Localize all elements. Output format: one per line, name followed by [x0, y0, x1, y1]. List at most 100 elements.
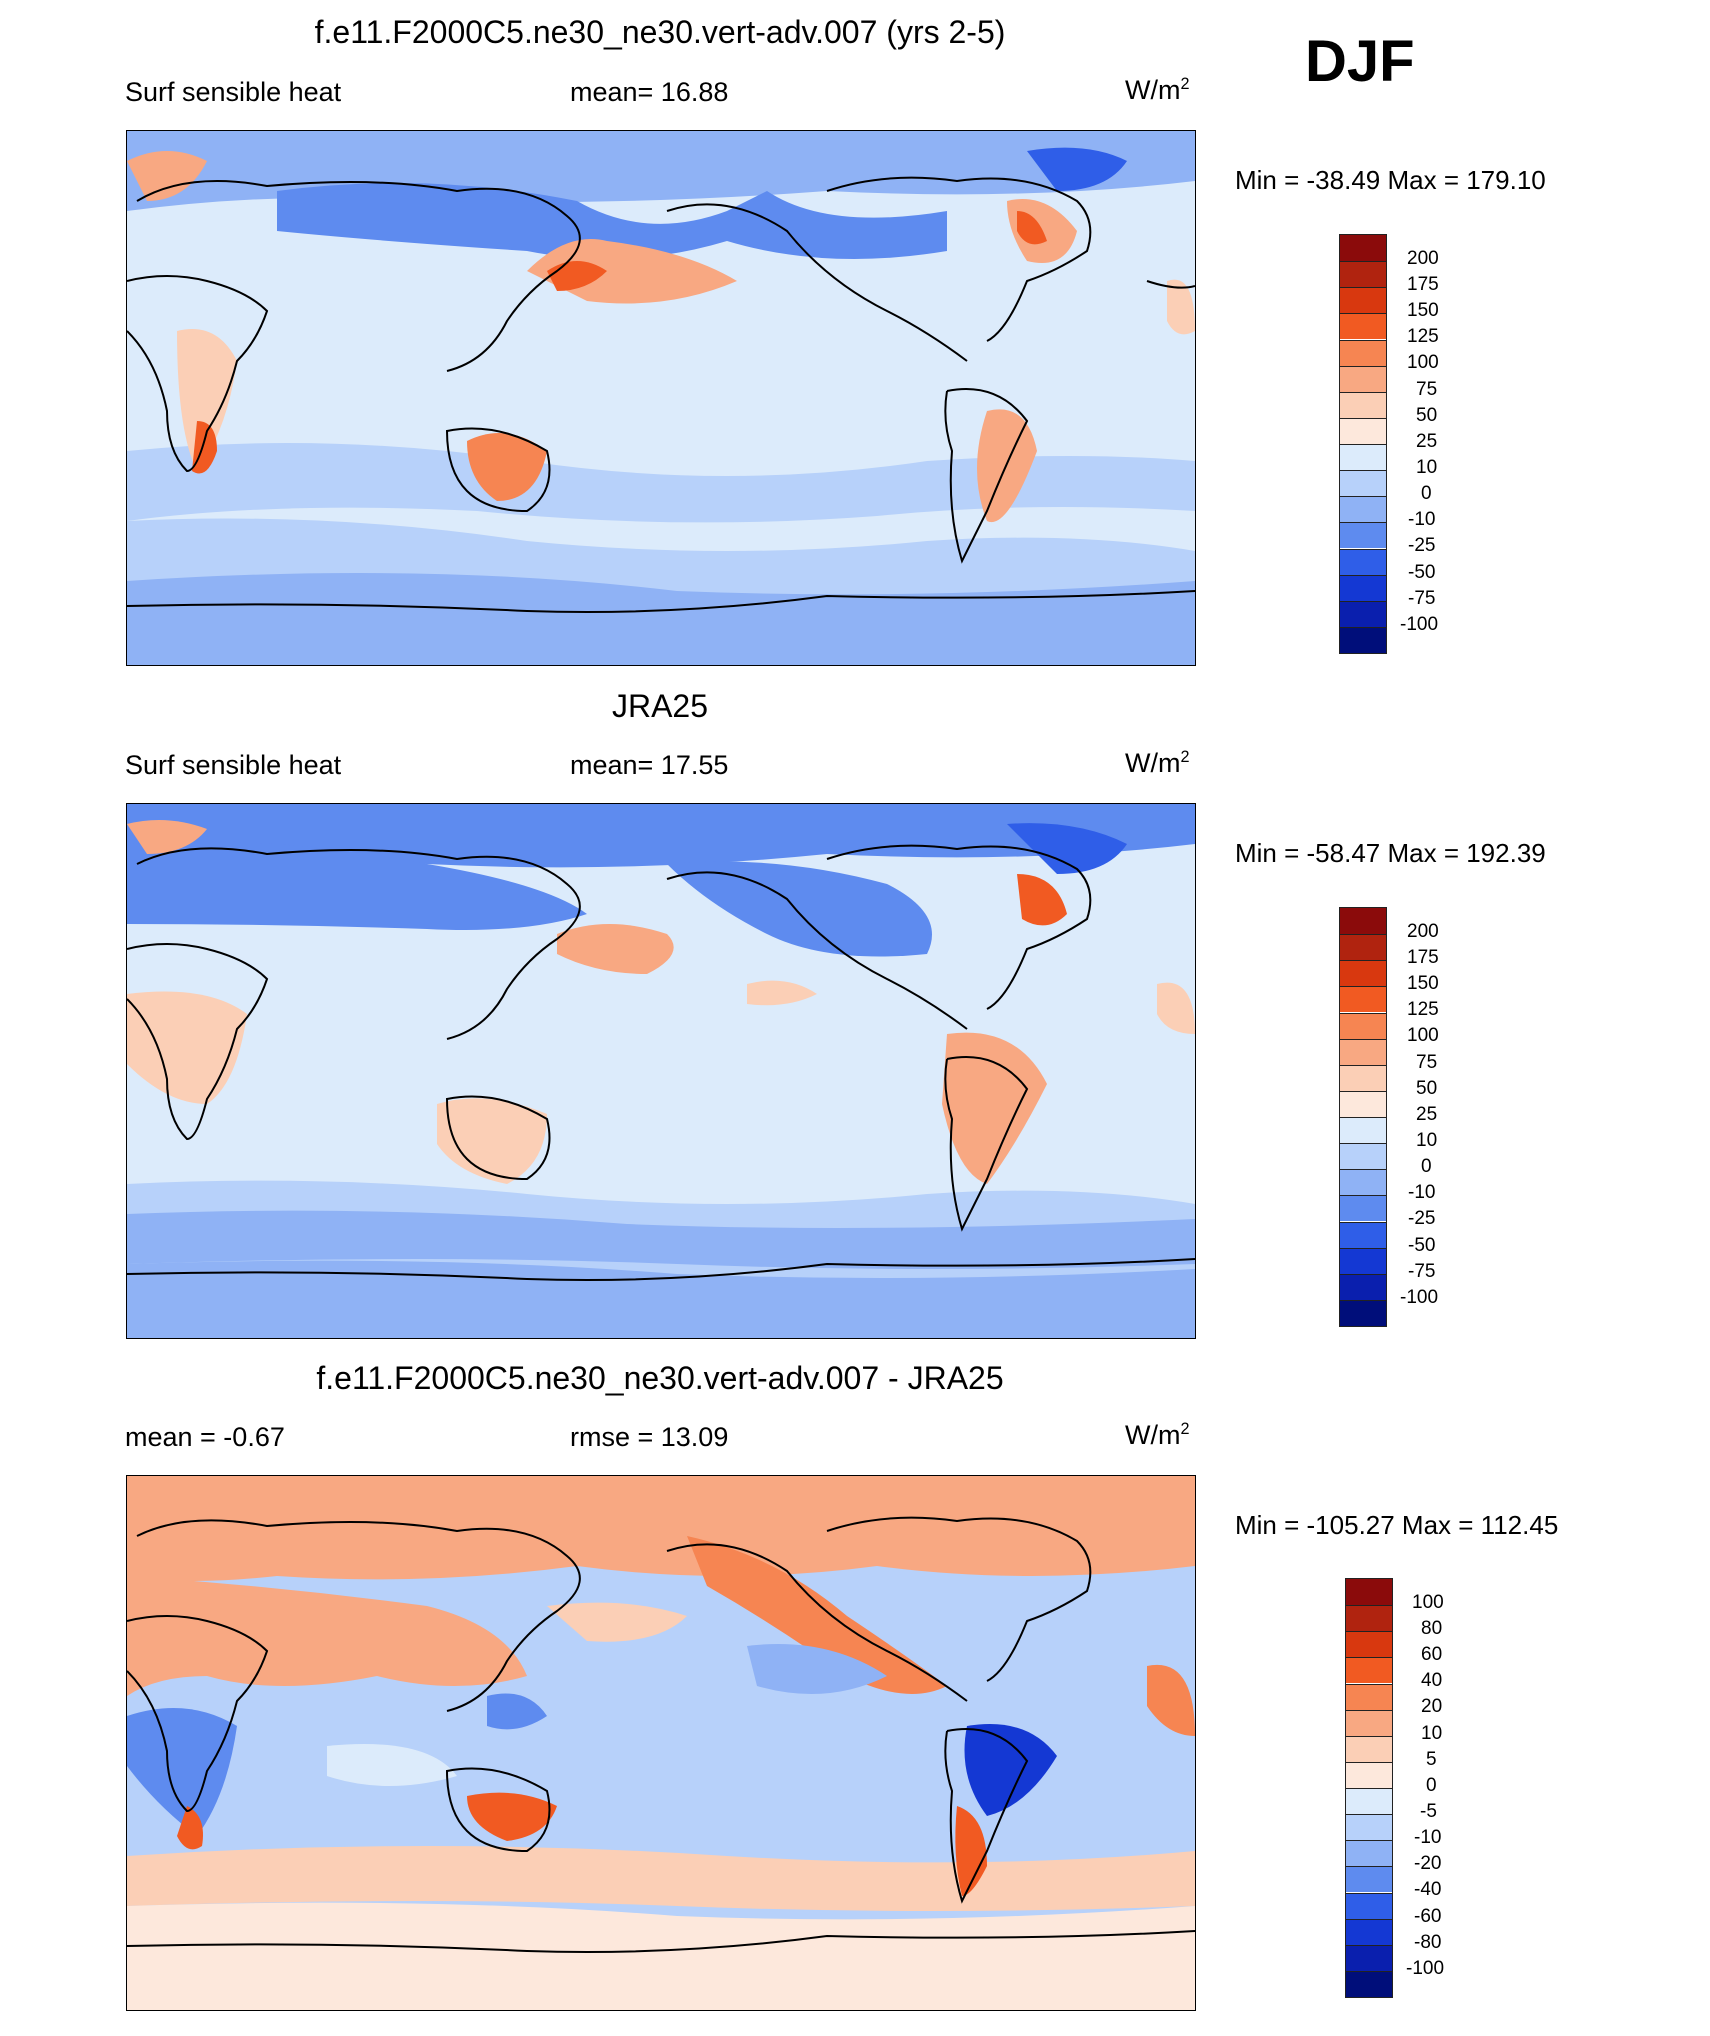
colorbar-label: -50	[1408, 562, 1436, 583]
colorbar-label: 10	[1421, 1723, 1443, 1744]
colorbar-swatch	[1340, 626, 1386, 653]
colorbar-label: -100	[1400, 1287, 1439, 1308]
colorbar-label: -100	[1406, 1958, 1445, 1979]
colorbar-swatch	[1340, 1143, 1386, 1170]
panel-3-title: f.e11.F2000C5.ne30_ne30.vert-adv.007 - J…	[316, 1360, 1004, 1396]
panel-1-mean-label: mean= 16.88	[570, 77, 729, 107]
colorbar-swatch	[1346, 1605, 1392, 1632]
colorbar-swatch	[1340, 548, 1386, 575]
season-label: DJF	[1305, 29, 1415, 94]
colorbar-label: -25	[1408, 1208, 1436, 1229]
colorbar-swatch	[1340, 986, 1386, 1013]
colorbar-label: 25	[1416, 431, 1438, 452]
panel-2-minmax: Min = -58.47 Max = 192.39	[1235, 838, 1546, 868]
colorbar-swatch	[1346, 1735, 1392, 1762]
panel-2-colorbar	[1339, 907, 1387, 1327]
colorbar-swatch	[1340, 1012, 1386, 1039]
colorbar-swatch	[1340, 1090, 1386, 1117]
colorbar-label: -40	[1414, 1879, 1442, 1900]
colorbar-label: 80	[1421, 1618, 1443, 1639]
colorbar-swatch	[1340, 417, 1386, 444]
colorbar-swatch	[1340, 908, 1386, 935]
colorbar-label: 175	[1407, 274, 1439, 295]
panel-3-rmse-label: rmse = 13.09	[570, 1422, 729, 1452]
colorbar-label: 100	[1407, 352, 1439, 373]
colorbar-swatch	[1346, 1709, 1392, 1736]
colorbar-swatch	[1340, 391, 1386, 418]
colorbar-swatch	[1346, 1761, 1392, 1788]
colorbar-swatch	[1346, 1866, 1392, 1893]
colorbar-label: 200	[1407, 921, 1439, 942]
colorbar-swatch	[1340, 1117, 1386, 1144]
colorbar-label: 125	[1407, 326, 1439, 347]
colorbar-swatch	[1340, 287, 1386, 314]
colorbar-swatch	[1340, 339, 1386, 366]
panel-1-colorbar	[1339, 234, 1387, 654]
colorbar-label: 20	[1421, 1696, 1443, 1717]
colorbar-swatch	[1346, 1840, 1392, 1867]
colorbar-swatch	[1346, 1970, 1392, 1997]
panel-3-mean-label: mean = -0.67	[125, 1422, 285, 1452]
panel-1-title: f.e11.F2000C5.ne30_ne30.vert-adv.007 (yr…	[314, 14, 1006, 50]
panel-2-title: JRA25	[611, 688, 709, 724]
colorbar-swatch	[1346, 1814, 1392, 1841]
colorbar-swatch	[1340, 574, 1386, 601]
colorbar-swatch	[1340, 1038, 1386, 1065]
colorbar-label: -100	[1400, 614, 1439, 635]
colorbar-label: 40	[1421, 1670, 1443, 1691]
colorbar-label: -75	[1408, 1261, 1436, 1282]
colorbar-label: 100	[1407, 1025, 1439, 1046]
panel-2-map	[126, 803, 1196, 1339]
colorbar-label: 0	[1421, 1156, 1432, 1177]
colorbar-swatch	[1346, 1579, 1392, 1606]
panel-1-minmax: Min = -38.49 Max = 179.10	[1235, 165, 1546, 195]
colorbar-label: -5	[1420, 1801, 1437, 1822]
colorbar-label: 150	[1407, 973, 1439, 994]
panel-1-map	[126, 130, 1196, 666]
colorbar-swatch	[1340, 1221, 1386, 1248]
panel-3-map-svg	[127, 1476, 1195, 2010]
colorbar-label: 10	[1416, 1130, 1438, 1151]
panel-3-units: W/m2	[1125, 1420, 1190, 1450]
panel-1-map-svg	[127, 131, 1195, 665]
colorbar-swatch	[1340, 522, 1386, 549]
panel-2-mean-label: mean= 17.55	[570, 750, 729, 780]
panel-3-colorbar	[1345, 1578, 1393, 1998]
colorbar-swatch	[1340, 1195, 1386, 1222]
colorbar-swatch	[1346, 1918, 1392, 1945]
panel-1-units: W/m2	[1125, 75, 1190, 105]
colorbar-swatch	[1346, 1657, 1392, 1684]
colorbar-label: -10	[1408, 509, 1436, 530]
colorbar-swatch	[1340, 365, 1386, 392]
colorbar-label: 0	[1421, 483, 1432, 504]
colorbar-swatch	[1340, 261, 1386, 288]
colorbar-swatch	[1346, 1788, 1392, 1815]
colorbar-swatch	[1340, 470, 1386, 497]
colorbar-label: -10	[1408, 1182, 1436, 1203]
colorbar-swatch	[1340, 496, 1386, 523]
colorbar-swatch	[1340, 444, 1386, 471]
colorbar-label: 75	[1416, 379, 1438, 400]
colorbar-label: 100	[1412, 1592, 1444, 1613]
colorbar-swatch	[1340, 934, 1386, 961]
panel-2-variable-label: Surf sensible heat	[125, 750, 342, 780]
colorbar-label: -50	[1408, 1235, 1436, 1256]
colorbar-label: -20	[1414, 1853, 1442, 1874]
panel-2-units: W/m2	[1125, 748, 1190, 778]
colorbar-swatch	[1346, 1944, 1392, 1971]
colorbar-swatch	[1340, 235, 1386, 262]
colorbar-label: -10	[1414, 1827, 1442, 1848]
colorbar-label: -75	[1408, 588, 1436, 609]
colorbar-swatch	[1340, 1169, 1386, 1196]
colorbar-swatch	[1340, 1273, 1386, 1300]
colorbar-swatch	[1346, 1892, 1392, 1919]
colorbar-swatch	[1340, 960, 1386, 987]
colorbar-label: 200	[1407, 248, 1439, 269]
colorbar-label: 10	[1416, 457, 1438, 478]
colorbar-swatch	[1340, 1064, 1386, 1091]
panel-1-variable-label: Surf sensible heat	[125, 77, 342, 107]
colorbar-label: 50	[1416, 405, 1438, 426]
panel-3-minmax: Min = -105.27 Max = 112.45	[1235, 1510, 1559, 1540]
colorbar-label: 0	[1426, 1775, 1437, 1796]
colorbar-label: 60	[1421, 1644, 1443, 1665]
